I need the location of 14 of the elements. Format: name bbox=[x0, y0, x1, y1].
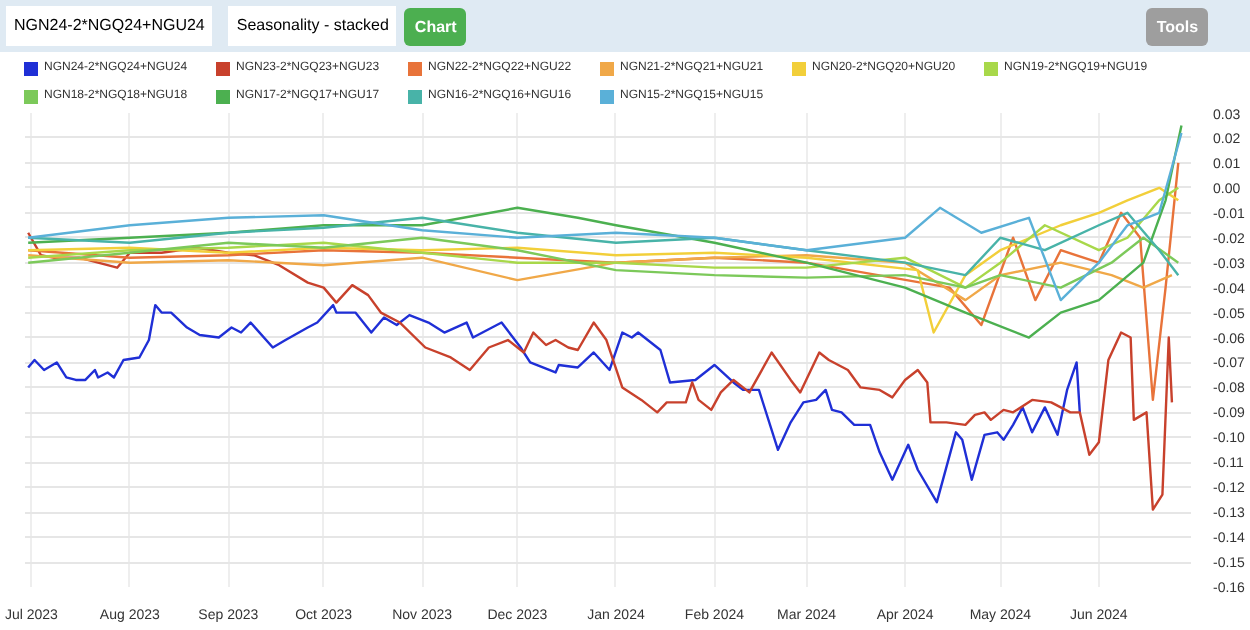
line-series bbox=[26, 211, 1180, 277]
line-series bbox=[26, 186, 1180, 334]
line-series bbox=[26, 131, 1183, 302]
chart-subtitle: Seasonality - stacked bbox=[228, 6, 397, 46]
line-series bbox=[26, 231, 1174, 511]
line-series bbox=[26, 254, 1174, 302]
chart-title: NGN24-2*NGQ24+NGU24 bbox=[6, 6, 213, 46]
line-series bbox=[26, 236, 1180, 289]
line-series bbox=[26, 161, 1180, 402]
text: Chart bbox=[404, 7, 467, 45]
text: Tools bbox=[1146, 7, 1209, 45]
line-series bbox=[26, 303, 1081, 504]
line-series bbox=[26, 186, 1180, 289]
line-series bbox=[26, 124, 1183, 339]
